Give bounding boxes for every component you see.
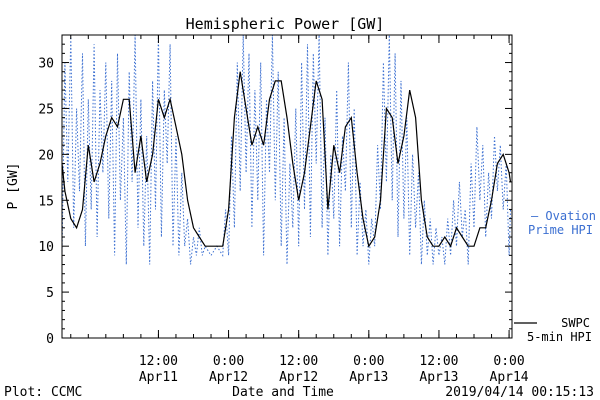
x-tick-label-time: 12:00 bbox=[279, 354, 318, 369]
legend-swpc-line1: SWPC bbox=[561, 316, 590, 330]
legend-ovation-line1: — Ovation bbox=[531, 209, 596, 223]
x-tick-label-time: 0:00 bbox=[353, 354, 384, 369]
plot-timestamp: 2019/04/14 00:15:13 bbox=[445, 385, 594, 400]
x-tick-label-time: 0:00 bbox=[493, 354, 524, 369]
x-tick-label-time: 12:00 bbox=[139, 354, 178, 369]
x-tick-label-date: Apr13 bbox=[419, 370, 458, 385]
x-tick-label-date: Apr12 bbox=[279, 370, 318, 385]
plot-frame bbox=[61, 34, 513, 339]
x-tick-label-date: Apr12 bbox=[209, 370, 248, 385]
x-tick-label-date: Apr11 bbox=[139, 370, 178, 385]
y-axis-label: P [GW] bbox=[6, 163, 21, 210]
y-tick-label: 20 bbox=[38, 148, 54, 163]
chart-title: Hemispheric Power [GW] bbox=[186, 15, 385, 33]
x-tick-label-date: Apr13 bbox=[349, 370, 388, 385]
y-tick-label: 0 bbox=[46, 332, 54, 347]
y-tick-label: 5 bbox=[46, 286, 54, 301]
y-tick-label: 30 bbox=[38, 57, 54, 72]
y-tick-label: 25 bbox=[38, 102, 54, 117]
series-line-0 bbox=[61, 71, 512, 248]
legend-swpc-line2: 5-min HPI bbox=[527, 330, 592, 344]
x-tick-label-time: 0:00 bbox=[213, 354, 244, 369]
series-line-1 bbox=[61, 34, 511, 265]
x-tick-label-time: 12:00 bbox=[419, 354, 458, 369]
series-layer bbox=[61, 34, 512, 265]
y-tick-label: 10 bbox=[38, 240, 54, 255]
y-tick-label: 15 bbox=[38, 194, 54, 209]
x-axis-label: Date and Time bbox=[232, 385, 334, 400]
x-axis: 12:00Apr110:00Apr1212:00Apr120:00Apr1312… bbox=[70, 35, 529, 385]
legend-ovation-line2: Prime HPI bbox=[528, 223, 593, 237]
plot-credit: Plot: CCMC bbox=[4, 385, 82, 400]
y-axis: 0 5 10 15 20 25 30 bbox=[38, 43, 512, 347]
x-tick-label-date: Apr14 bbox=[490, 370, 529, 385]
